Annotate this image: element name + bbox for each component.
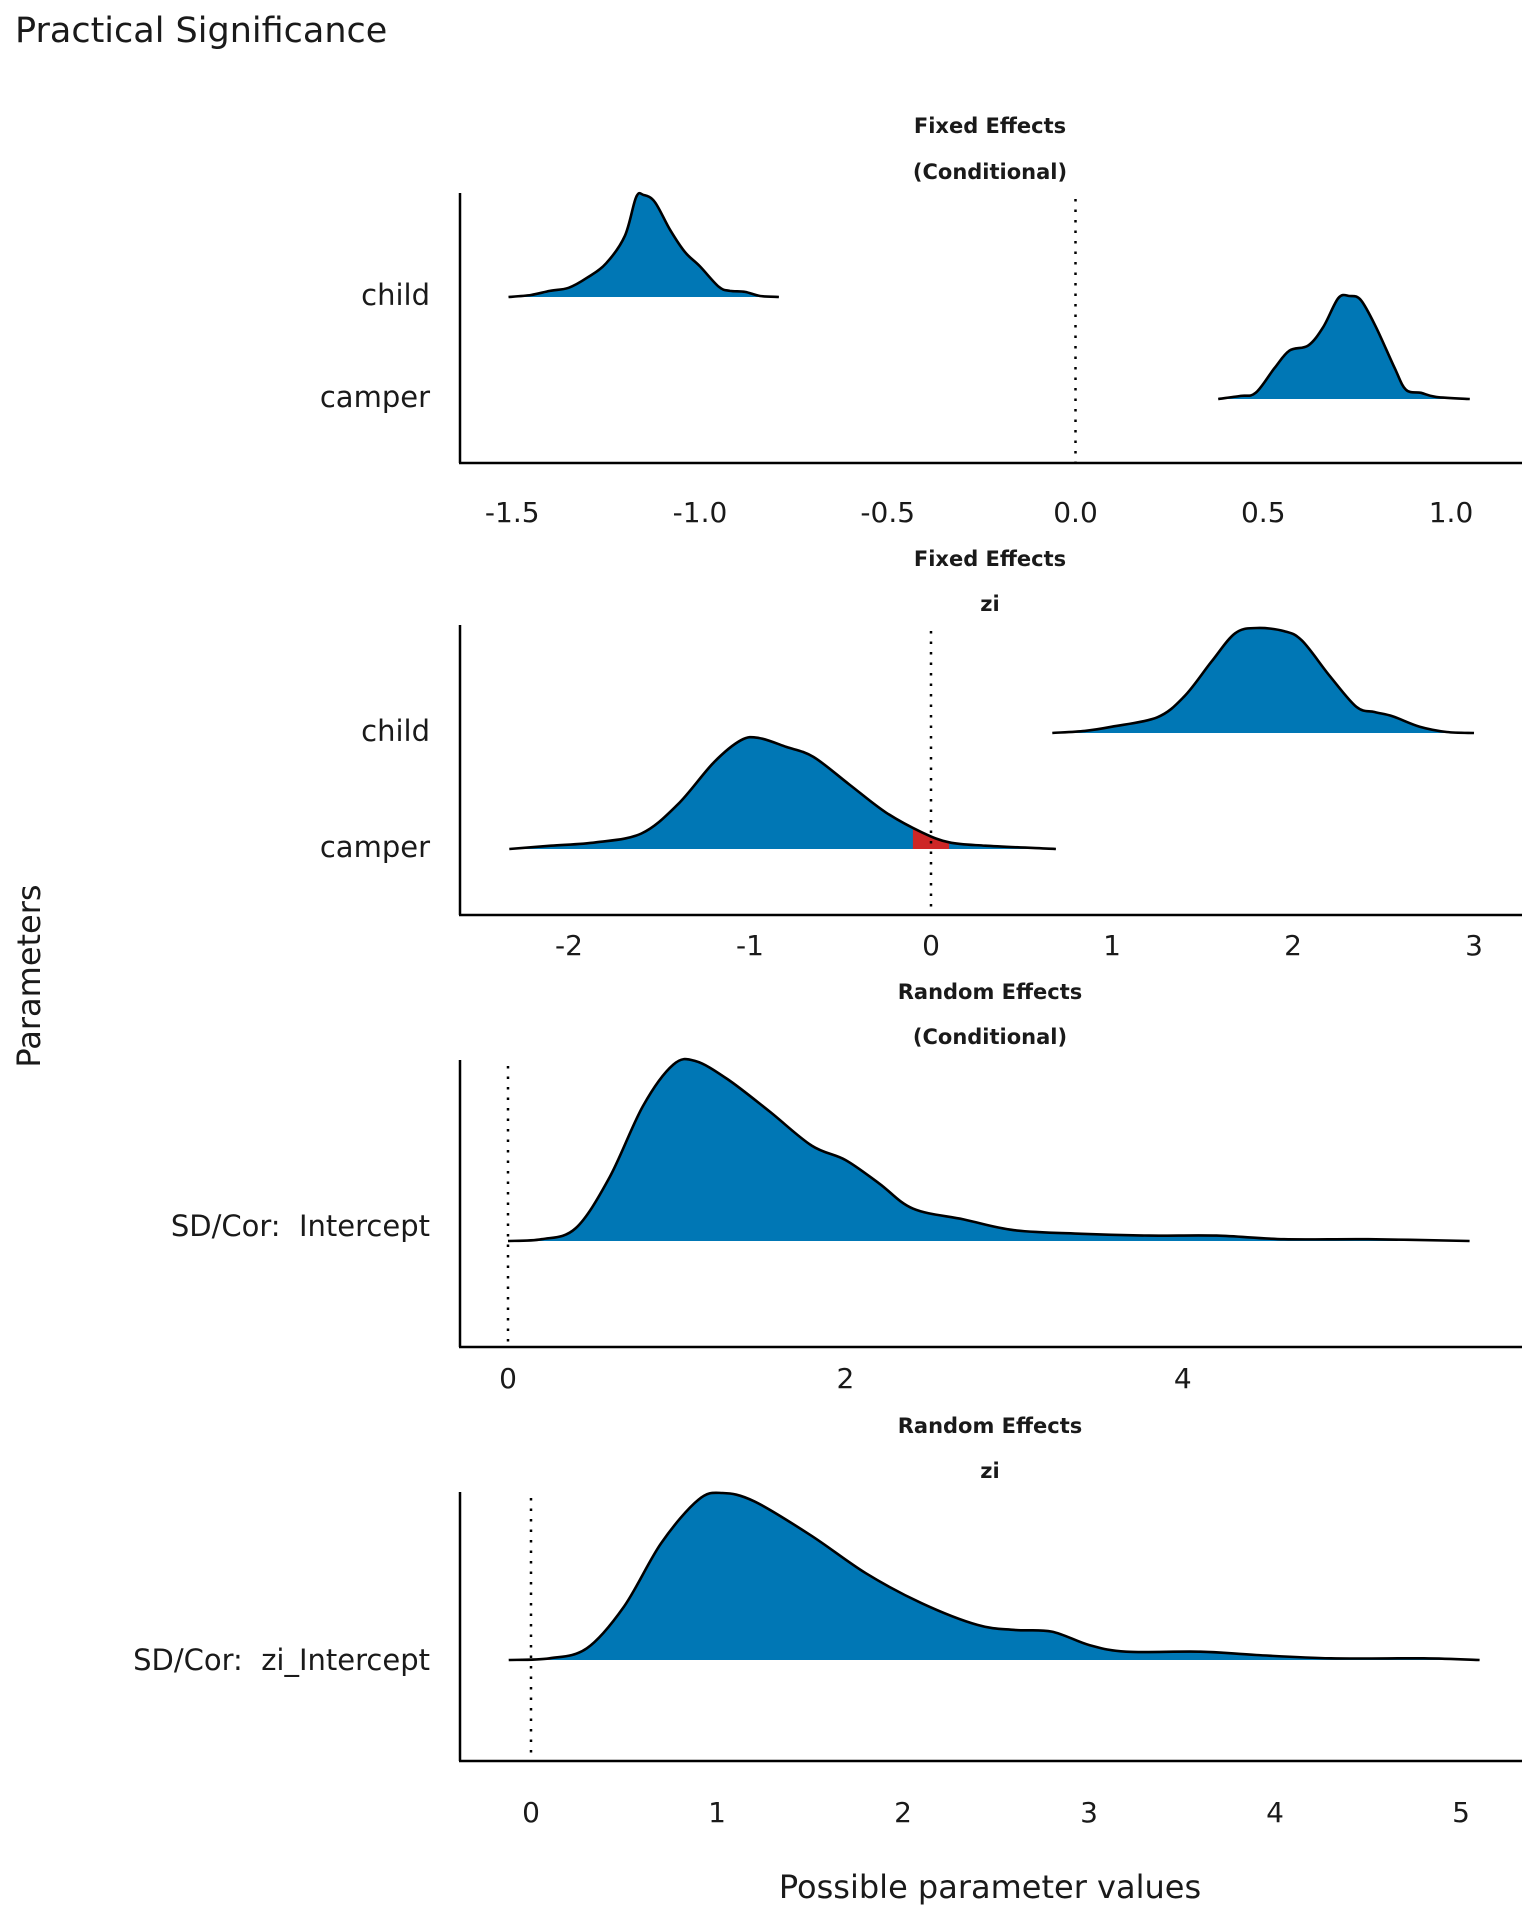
- x-tick-label: 4: [1266, 1796, 1284, 1829]
- x-tick-label: 3: [1465, 929, 1483, 962]
- parameter-label: camper: [320, 830, 430, 864]
- density-outline: [1218, 293, 1470, 401]
- x-tick-label: -2: [555, 929, 583, 962]
- x-tick-label: 0: [522, 1796, 540, 1829]
- chart-title: Practical Significance: [15, 11, 387, 51]
- panel-strip-label: Random Effects: [898, 1414, 1083, 1438]
- density-area-sd-cor-zi-intercept: [508, 1492, 1480, 1660]
- x-tick-label: 0.5: [1241, 496, 1286, 529]
- x-tick-label: -1.5: [485, 496, 540, 529]
- density-area-camper: [1218, 294, 1470, 399]
- panel-strip-label: (Conditional): [913, 1025, 1067, 1049]
- parameter-label: SD/Cor: zi_Intercept: [133, 1643, 430, 1677]
- panel-strip-label: Fixed Effects: [914, 114, 1066, 138]
- x-tick-label: 2: [1284, 929, 1302, 962]
- panel-4: Random Effects zi 0 1 2 3 4 5 SD/Cor: zi_Interce…: [133, 1414, 1522, 1829]
- density-outline: [507, 1057, 1470, 1243]
- density-area-child: [1052, 627, 1474, 733]
- density-outline: [508, 1491, 1480, 1662]
- density-area-sd-cor-intercept: [508, 1059, 1470, 1241]
- panels: Fixed Effects (Conditional) -1.5 -1.0 -0.5 0.…: [133, 114, 1522, 1829]
- x-tick-label: 1: [1103, 929, 1121, 962]
- panel-strip-label: zi: [980, 592, 999, 616]
- x-tick-label: 2: [894, 1796, 912, 1829]
- x-tick-label: 3: [1080, 1796, 1098, 1829]
- parameter-label: SD/Cor: Intercept: [171, 1209, 430, 1243]
- density-outline: [1052, 626, 1475, 735]
- x-tick-label: 0: [499, 1362, 517, 1395]
- panel-1: Fixed Effects (Conditional) -1.5 -1.0 -0.5 0.…: [320, 114, 1522, 529]
- panel-3: Random Effects (Conditional) 0 2 4 SD/Cor: In…: [171, 980, 1522, 1395]
- x-tick-label: 2: [836, 1362, 854, 1395]
- parameter-label: child: [361, 714, 430, 748]
- panel-strip-label: Random Effects: [898, 980, 1083, 1004]
- x-tick-label: 4: [1174, 1362, 1192, 1395]
- x-tick-label: -0.5: [860, 496, 915, 529]
- x-tick-label: 0.0: [1053, 496, 1098, 529]
- x-tick-label: 0: [922, 929, 940, 962]
- x-tick-label: -1.0: [673, 496, 728, 529]
- density-outline: [508, 191, 779, 299]
- parameter-label: camper: [320, 380, 430, 414]
- x-tick-label: 1: [708, 1796, 726, 1829]
- panel-strip-label: zi: [980, 1459, 999, 1483]
- x-tick-label: -1: [736, 929, 764, 962]
- panel-strip-label: Fixed Effects: [914, 547, 1066, 571]
- density-area-camper: [509, 737, 1056, 849]
- parameter-label: child: [361, 278, 430, 312]
- panel-strip-label: (Conditional): [913, 160, 1067, 184]
- x-tick-label: 5: [1452, 1796, 1470, 1829]
- panel-2: Fixed Effects zi -2 -1 0 1 2 3 child camper: [320, 547, 1522, 962]
- x-axis-title: Possible parameter values: [779, 1868, 1201, 1906]
- density-outline: [509, 735, 1056, 851]
- x-tick-label: 1.0: [1429, 496, 1474, 529]
- y-axis-title: Parameters: [10, 884, 48, 1067]
- density-area-child: [508, 193, 779, 297]
